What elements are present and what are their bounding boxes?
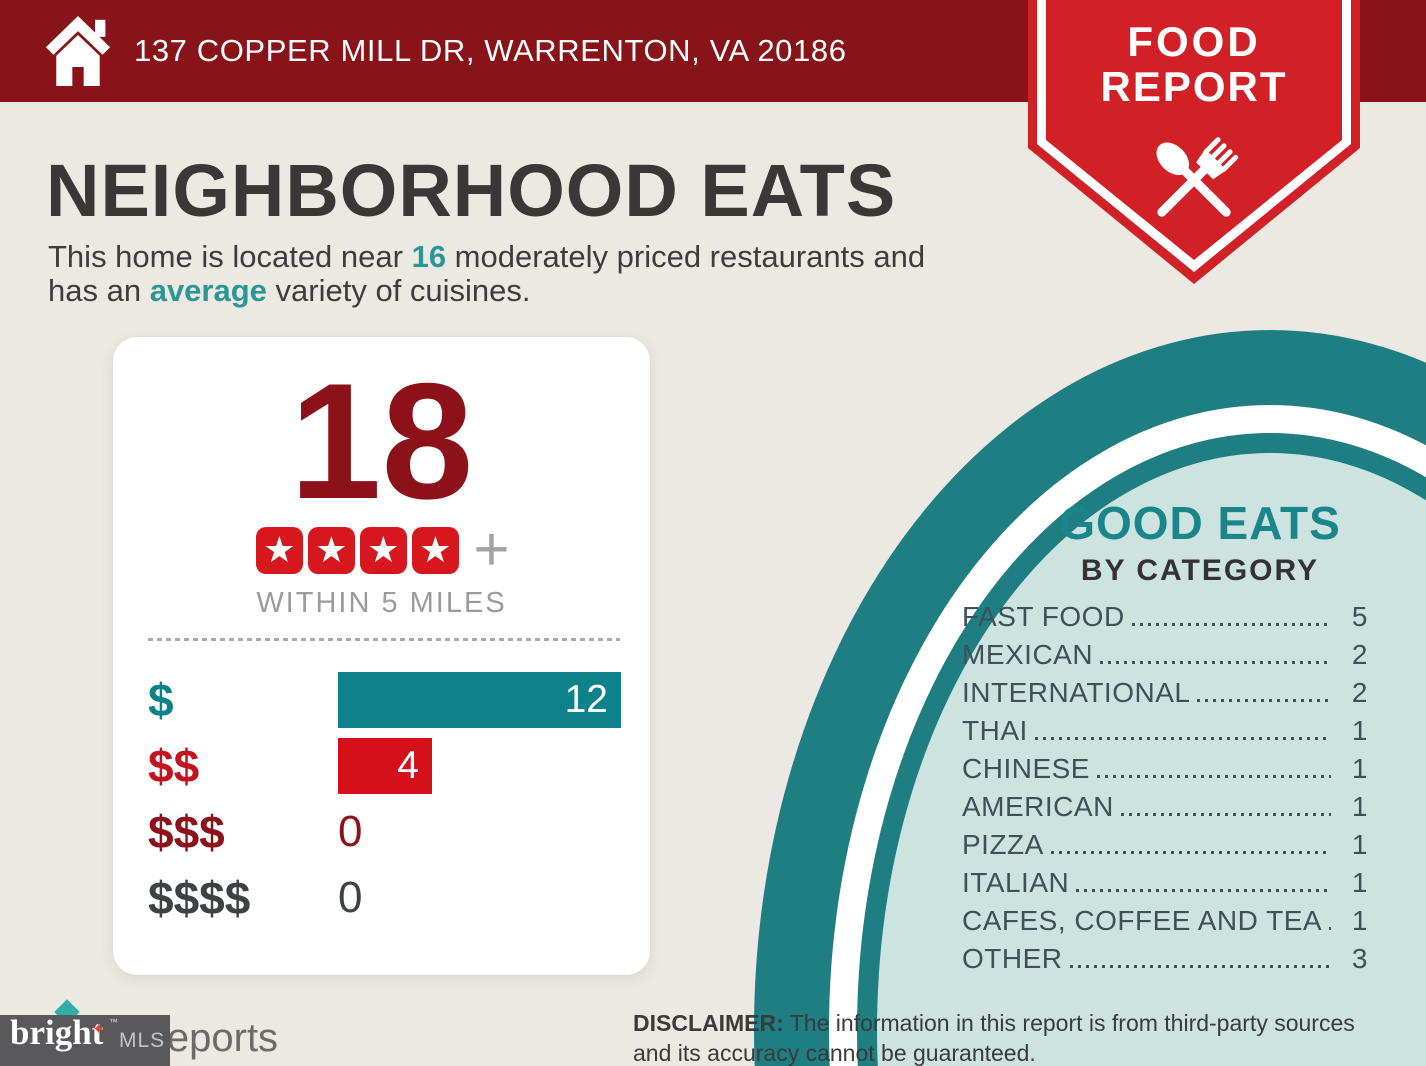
price-level-label: $ (148, 674, 174, 726)
category-row: OTHER 3 (962, 942, 1368, 975)
price-level-label: $$$ (148, 806, 225, 858)
badge-line1: FOOD (1127, 18, 1260, 65)
category-label: MEXICAN (962, 639, 1094, 670)
category-row: MEXICAN 2 (962, 638, 1368, 671)
category-label: THAI (962, 715, 1028, 746)
disclaimer-label: DISCLAIMER: (633, 1010, 784, 1036)
category-row: CAFES, COFFEE AND TEA 1 (962, 904, 1368, 937)
good-eats-title: GOOD EATS (1059, 497, 1341, 549)
category-label: AMERICAN (962, 791, 1114, 822)
category-count: 1 (1351, 753, 1368, 784)
bar-value: 4 (397, 744, 419, 787)
price-bar-row: $$$ 0 (113, 799, 650, 865)
plus-icon: + (473, 515, 510, 584)
dotted-leader (1329, 927, 1331, 930)
variety-highlight: average (149, 273, 267, 308)
category-label: CAFES, COFFEE AND TEA (962, 905, 1323, 936)
dotted-leader (1197, 699, 1331, 702)
brightmls-wordmark: bright (10, 1013, 104, 1052)
category-row: THAI 1 (962, 714, 1368, 747)
price-bar-row: $12 (113, 667, 650, 733)
category-count: 2 (1351, 677, 1368, 708)
utensils-icon (1156, 137, 1239, 217)
dotted-leader (1100, 661, 1331, 664)
category-row: PIZZA 1 (962, 828, 1368, 861)
price-distribution-chart: $12 $$ 4 $$$ 0 $$$$ 0 (113, 667, 650, 931)
category-label: OTHER (962, 943, 1063, 974)
page-title: NEIGHBORHOOD EATS (46, 149, 897, 232)
mls-label: MLS (119, 1029, 166, 1052)
dotted-leader (1076, 889, 1331, 892)
price-bar-row: $$$$ 0 (113, 865, 650, 931)
dotted-leader (1069, 965, 1331, 968)
category-count: 1 (1351, 829, 1368, 860)
disclaimer-text: The information in this report is from t… (633, 1010, 1355, 1066)
radius-caption: WITHIN 5 MILES (256, 587, 507, 619)
bar-zone: 0 (338, 870, 622, 926)
badge-line2: REPORT (1100, 63, 1287, 110)
dotted-leader (1050, 851, 1331, 854)
price-bar: 4 (338, 738, 432, 794)
category-label: INTERNATIONAL (962, 677, 1191, 708)
subtitle-text: variety of cuisines. (266, 273, 531, 308)
bar-zone: 0 (338, 804, 622, 860)
restaurant-count: 18 (289, 349, 474, 533)
dashed-divider (148, 638, 620, 641)
category-count: 1 (1351, 867, 1368, 898)
bar-value: 0 (338, 873, 363, 922)
category-count: 1 (1351, 715, 1368, 746)
brightmls-logo: bright ✦ ™ MLS (0, 1013, 170, 1066)
category-row: CHINESE 1 (962, 752, 1368, 785)
bar-zone: 4 (338, 738, 622, 794)
category-list: FAST FOOD 5 MEXICAN 2 INTERNATIONAL 2 THAI 1 CHI… (962, 600, 1368, 980)
category-count: 2 (1351, 639, 1368, 670)
category-label: CHINESE (962, 753, 1090, 784)
category-count: 1 (1351, 791, 1368, 822)
page-subtitle: This home is located near 16 moderately … (48, 240, 983, 308)
category-label: FAST FOOD (962, 601, 1125, 632)
sparkle-icon: ✦ (92, 1021, 105, 1038)
good-eats-header: GOOD EATS BY CATEGORY (940, 496, 1426, 588)
disclaimer: DISCLAIMER: The information in this repo… (633, 1008, 1385, 1066)
dotted-leader (1120, 813, 1331, 816)
subtitle-text: moderately priced restaurants and has an (48, 239, 926, 308)
category-label: PIZZA (962, 829, 1044, 860)
restaurant-count-inline: 16 (411, 239, 447, 274)
bar-value: 12 (564, 678, 608, 721)
star-icon: ★ (359, 526, 407, 574)
category-row: AMERICAN 1 (962, 790, 1368, 823)
bar-zone: 12 (338, 672, 622, 728)
price-bar-row: $$ 4 (113, 733, 650, 799)
price-level-label: $$ (148, 740, 200, 792)
price-level-label: $$$$ (148, 872, 251, 924)
star-icon: ★ (411, 526, 459, 574)
star-icon: ★ (307, 526, 355, 574)
price-bar: 12 (338, 672, 621, 728)
category-row: INTERNATIONAL 2 (962, 676, 1368, 709)
category-label: ITALIAN (962, 867, 1070, 898)
star-rating: ★ ★ ★ ★ + (113, 515, 650, 584)
food-report-badge: FOOD REPORT (1028, 0, 1360, 284)
category-count: 5 (1351, 601, 1368, 632)
category-count: 3 (1351, 943, 1368, 974)
bar-value: 0 (338, 807, 363, 856)
category-row: ITALIAN 1 (962, 866, 1368, 899)
star-icon: ★ (255, 526, 303, 574)
trademark-symbol: ™ (109, 1017, 118, 1027)
category-row: FAST FOOD 5 (962, 600, 1368, 633)
good-eats-subtitle: BY CATEGORY (1080, 554, 1320, 587)
home-icon (45, 16, 111, 86)
dotted-leader (1034, 737, 1331, 740)
subtitle-text: This home is located near (48, 239, 412, 274)
dotted-leader (1131, 623, 1331, 626)
category-count: 1 (1351, 905, 1368, 936)
property-address: 137 COPPER MILL DR, WARRENTON, VA 20186 (134, 33, 847, 68)
dotted-leader (1096, 775, 1331, 778)
summary-card: 18 ★ ★ ★ ★ + WITHIN 5 MILES $12 $$ 4 $$$ 0 $$$$ 0 (113, 337, 650, 975)
